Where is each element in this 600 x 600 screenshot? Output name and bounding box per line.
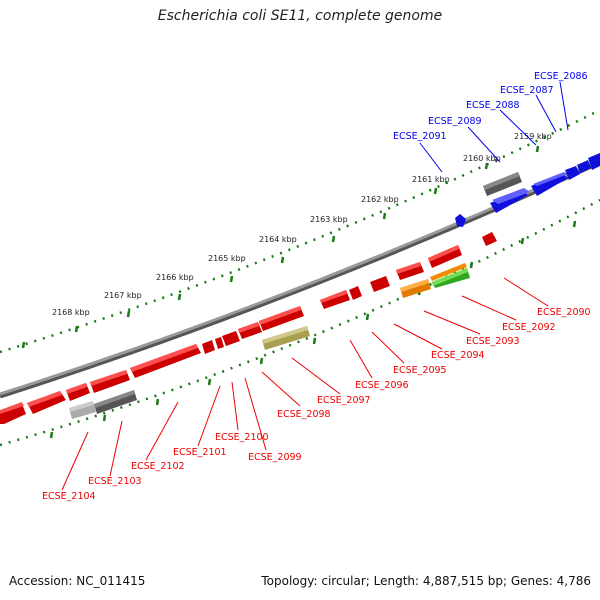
gene-arrow: [66, 383, 87, 394]
gene-arrow: [259, 306, 301, 325]
gene-label-upper: ECSE_2088: [466, 100, 520, 111]
gene-arrow: [565, 166, 580, 180]
gene-label-lower: ECSE_2092: [502, 322, 556, 333]
gene-arrow: [0, 402, 24, 414]
gene-label-lower: ECSE_2100: [215, 432, 269, 443]
gene-block: [430, 263, 467, 281]
gene-label-lower: ECSE_2097: [317, 395, 371, 406]
gene-label-lower: ECSE_2094: [431, 350, 485, 361]
pseudo-genes: [69, 172, 522, 419]
gene-label-upper: ECSE_2087: [500, 85, 554, 96]
tick-label: 2167 kbp: [104, 291, 142, 300]
lower-leader-lines: [61, 277, 549, 491]
gene-arrow: [0, 404, 26, 424]
gene-label-lower: ECSE_2093: [466, 336, 520, 347]
gene-arrow: [27, 391, 62, 407]
upper-major-ticks: [21, 145, 540, 349]
gene-arrow: [202, 340, 215, 354]
tick-label: 2160 kbp: [463, 154, 501, 163]
gene-arrow: [455, 214, 466, 227]
gene-label-lower: ECSE_2099: [248, 452, 302, 463]
gene-block: [262, 326, 308, 344]
gene-arrow: [130, 344, 198, 372]
gene-arrow: [370, 276, 390, 292]
gene-label-lower: ECSE_2098: [277, 409, 331, 420]
gene-arrow: [428, 245, 459, 262]
tick-label: 2161 kbp: [412, 175, 450, 184]
special-genes: [262, 263, 470, 350]
gene-label-upper: ECSE_2091: [393, 131, 447, 142]
page-title: Escherichia coli SE11, complete genome: [157, 8, 443, 24]
gene-label-lower: ECSE_2102: [131, 461, 185, 472]
forward-genes: [455, 153, 600, 227]
gene-block: [400, 279, 429, 292]
tick-label: 2166 kbp: [156, 273, 194, 282]
gene-arrow: [492, 188, 530, 204]
reverse-genes: [0, 232, 497, 424]
topology-summary: Topology: circular; Length: 4,887,515 bp…: [261, 574, 591, 588]
gene-arrow: [222, 331, 240, 346]
gene-arrow: [238, 322, 259, 333]
gene-block: [69, 401, 94, 412]
gene-arrow: [90, 370, 127, 386]
tick-label: 2163 kbp: [310, 215, 348, 224]
gene-arrow: [482, 232, 497, 246]
tick-label: 2165 kbp: [208, 254, 246, 263]
gene-arrow: [320, 290, 347, 303]
gene-arrow: [577, 160, 591, 173]
gene-arrow: [533, 172, 568, 186]
tick-label: 2168 kbp: [52, 308, 90, 317]
gene-arrow: [588, 153, 600, 170]
gene-block: [432, 268, 468, 286]
gene-label-upper: ECSE_2086: [534, 71, 588, 82]
accession-label: Accession: NC_011415: [9, 574, 146, 588]
gene-arrow: [490, 191, 528, 213]
gene-arrow: [396, 262, 421, 274]
gene-label-lower: ECSE_2090: [537, 307, 591, 318]
tick-label: 2164 kbp: [259, 235, 297, 244]
gene-label-lower: ECSE_2101: [173, 447, 227, 458]
gene-arrow: [531, 174, 568, 196]
gene-label-upper: ECSE_2089: [428, 116, 482, 127]
gene-label-lower: ECSE_2095: [393, 365, 447, 376]
upper-leader-lines: [419, 81, 569, 173]
gene-arrow: [215, 337, 224, 349]
gene-label-lower: ECSE_2096: [355, 380, 409, 391]
gene-label-lower: ECSE_2104: [42, 491, 96, 502]
tick-label: 2159 kbp: [514, 132, 552, 141]
gene-block: [483, 172, 520, 190]
tick-label: 2162 kbp: [361, 195, 399, 204]
gene-arrow: [349, 286, 362, 300]
gene-block: [94, 390, 135, 408]
gene-label-lower: ECSE_2103: [88, 476, 142, 487]
